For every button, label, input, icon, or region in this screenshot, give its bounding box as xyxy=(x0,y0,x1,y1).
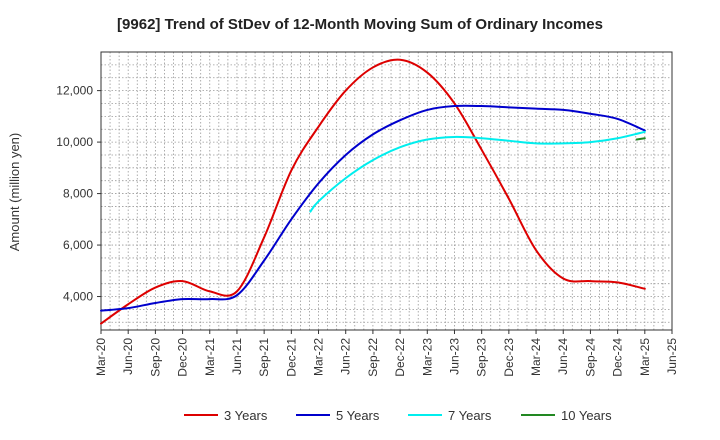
x-tick-label: Dec-22 xyxy=(393,338,407,377)
y-tick-label: 10,000 xyxy=(56,135,93,149)
x-tick-label: Jun-24 xyxy=(556,338,570,375)
series-line-5-years xyxy=(100,104,646,312)
x-tick-label: Dec-21 xyxy=(284,338,298,377)
chart-title: [9962] Trend of StDev of 12-Month Moving… xyxy=(117,16,603,33)
x-tick-label: Jun-25 xyxy=(665,338,679,375)
x-tick-label: Dec-20 xyxy=(176,338,190,377)
x-tick-label: Dec-24 xyxy=(611,338,625,377)
series-lines xyxy=(100,58,646,325)
series-line-10-years xyxy=(635,137,646,141)
plot-grid xyxy=(101,52,672,330)
legend: 3 Years 5 Years 7 Years 10 Years xyxy=(184,408,612,423)
x-tick-label: Mar-21 xyxy=(203,338,217,376)
x-tick-label: Sep-20 xyxy=(148,338,162,377)
x-tick-label: Sep-22 xyxy=(366,338,380,377)
y-axis-ticks: 4,000 6,000 8,000 10,000 12,000 xyxy=(56,84,101,304)
y-tick-label: 8,000 xyxy=(63,187,93,201)
series-line-7-years xyxy=(309,130,646,213)
legend-label-3-years: 3 Years xyxy=(224,408,268,423)
y-tick-label: 4,000 xyxy=(63,290,93,304)
legend-label-7-years: 7 Years xyxy=(448,408,492,423)
legend-label-10-years: 10 Years xyxy=(561,408,612,423)
y-tick-label: 12,000 xyxy=(56,84,93,98)
x-tick-label: Jun-20 xyxy=(121,338,135,375)
x-tick-label: Sep-21 xyxy=(257,338,271,377)
y-axis-label: Amount (million yen) xyxy=(7,133,22,252)
legend-label-5-years: 5 Years xyxy=(336,408,380,423)
y-tick-label: 6,000 xyxy=(63,238,93,252)
x-tick-label: Jun-22 xyxy=(339,338,353,375)
x-tick-label: Mar-25 xyxy=(638,338,652,376)
x-axis-ticks: Mar-20 Jun-20 Sep-20 Dec-20 Mar-21 Jun-21 Sep-… xyxy=(94,330,679,377)
plot-frame xyxy=(100,51,673,331)
x-tick-label: Sep-23 xyxy=(475,338,489,377)
x-tick-label: Sep-24 xyxy=(583,338,597,377)
x-tick-label: Jun-21 xyxy=(230,338,244,375)
x-tick-label: Mar-22 xyxy=(312,338,326,376)
x-tick-label: Mar-23 xyxy=(420,338,434,376)
x-tick-label: Mar-24 xyxy=(529,338,543,376)
x-tick-label: Dec-23 xyxy=(502,338,516,377)
x-tick-label: Jun-23 xyxy=(447,338,461,375)
x-tick-label: Mar-20 xyxy=(94,338,108,376)
series-line-3-years xyxy=(100,58,646,325)
